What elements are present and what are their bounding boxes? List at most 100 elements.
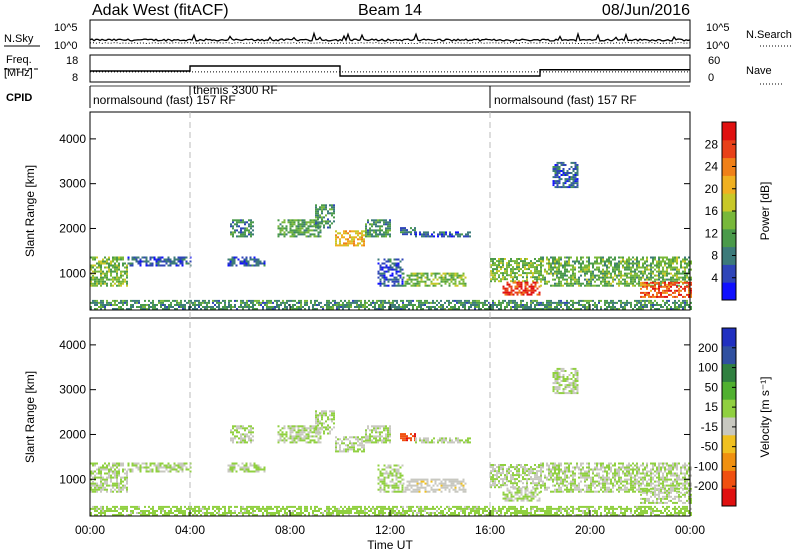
power-cell <box>294 231 296 233</box>
power-cell <box>248 265 250 267</box>
velocity-cell <box>510 474 512 476</box>
power-cell <box>174 304 176 306</box>
power-cell <box>596 279 598 281</box>
velocity-cell <box>244 465 246 467</box>
power-cell <box>164 306 166 308</box>
power-cell <box>451 233 453 235</box>
velocity-cell <box>540 479 542 481</box>
power-cell <box>246 265 248 267</box>
power-cell <box>154 306 156 308</box>
velocity-cell <box>556 479 558 481</box>
velocity-cell <box>126 487 128 489</box>
power-cell <box>584 271 586 273</box>
power-cell <box>150 257 152 259</box>
velocity-cell <box>455 439 457 441</box>
power-cell <box>437 273 439 275</box>
power-cell <box>594 277 596 279</box>
power-cell <box>686 277 688 279</box>
power-cell <box>383 233 385 235</box>
velocity-cell <box>398 481 400 483</box>
power-cell <box>354 300 356 302</box>
power-cell <box>566 306 568 308</box>
power-cell <box>463 273 465 275</box>
power-cell <box>463 275 465 277</box>
power-cell <box>558 279 560 281</box>
power-cell <box>230 259 232 261</box>
power-cell <box>238 259 240 261</box>
power-cell <box>396 285 398 287</box>
power-cell <box>407 279 409 281</box>
power-cell <box>571 178 573 180</box>
power-cell <box>575 182 577 184</box>
velocity-cell <box>455 481 457 483</box>
velocity-cell <box>524 468 526 470</box>
velocity-cell <box>110 479 112 481</box>
power-cell <box>315 222 317 224</box>
velocity-cell <box>548 487 550 489</box>
velocity-cell <box>514 474 516 476</box>
velocity-cell <box>525 498 527 500</box>
power-cell <box>510 276 512 278</box>
power-cell <box>148 265 150 267</box>
power-cell <box>292 235 294 237</box>
power-cell <box>300 229 302 231</box>
power-cell <box>398 263 400 265</box>
power-cell <box>492 300 494 302</box>
power-cell <box>648 292 650 294</box>
power-cell <box>144 300 146 302</box>
power-cell <box>380 273 382 275</box>
power-cell <box>449 279 451 281</box>
velocity-cell <box>250 429 252 431</box>
power-cell <box>634 300 636 302</box>
power-cell <box>315 220 317 222</box>
power-cell <box>560 257 562 259</box>
velocity-cell <box>122 477 124 479</box>
velocity-cell <box>382 475 384 477</box>
velocity-cell <box>427 485 429 487</box>
velocity-cell <box>260 467 262 469</box>
power-cell <box>528 264 530 266</box>
power-cell <box>594 304 596 306</box>
velocity-cell <box>515 492 517 494</box>
velocity-cell <box>526 464 528 466</box>
velocity-cell <box>329 418 331 420</box>
power-cell <box>98 263 100 265</box>
velocity-cell <box>558 475 560 477</box>
power-cell <box>571 186 573 188</box>
velocity-cell <box>335 446 337 448</box>
velocity-cell <box>100 477 102 479</box>
power-cell <box>316 304 318 306</box>
power-cell <box>494 262 496 264</box>
power-cell <box>373 221 375 223</box>
velocity-cell <box>427 481 429 483</box>
velocity-cell <box>519 496 521 498</box>
power-cell <box>563 168 565 170</box>
velocity-cell <box>463 489 465 491</box>
velocity-cell <box>250 431 252 433</box>
power-cell <box>250 223 252 225</box>
power-cell <box>614 259 616 261</box>
velocity-cell <box>502 472 504 474</box>
power-cell <box>592 267 594 269</box>
velocity-cell <box>308 433 310 435</box>
power-cell <box>326 300 328 302</box>
power-cell <box>494 274 496 276</box>
velocity-cell <box>148 467 150 469</box>
power-cell <box>570 279 572 281</box>
power-cell <box>388 271 390 273</box>
velocity-cell <box>498 472 500 474</box>
power-cell <box>632 281 634 283</box>
power-cell <box>415 273 417 275</box>
power-cell <box>122 275 124 277</box>
power-cell <box>519 282 521 284</box>
power-cell <box>204 300 206 302</box>
power-cell <box>676 269 678 271</box>
power-cell <box>325 206 327 208</box>
power-cell <box>576 261 578 263</box>
power-cell <box>559 182 561 184</box>
power-cell <box>248 219 250 221</box>
velocity-cell <box>535 492 537 494</box>
power-cell <box>327 220 329 222</box>
power-cell <box>417 281 419 283</box>
velocity-cell <box>531 490 533 492</box>
